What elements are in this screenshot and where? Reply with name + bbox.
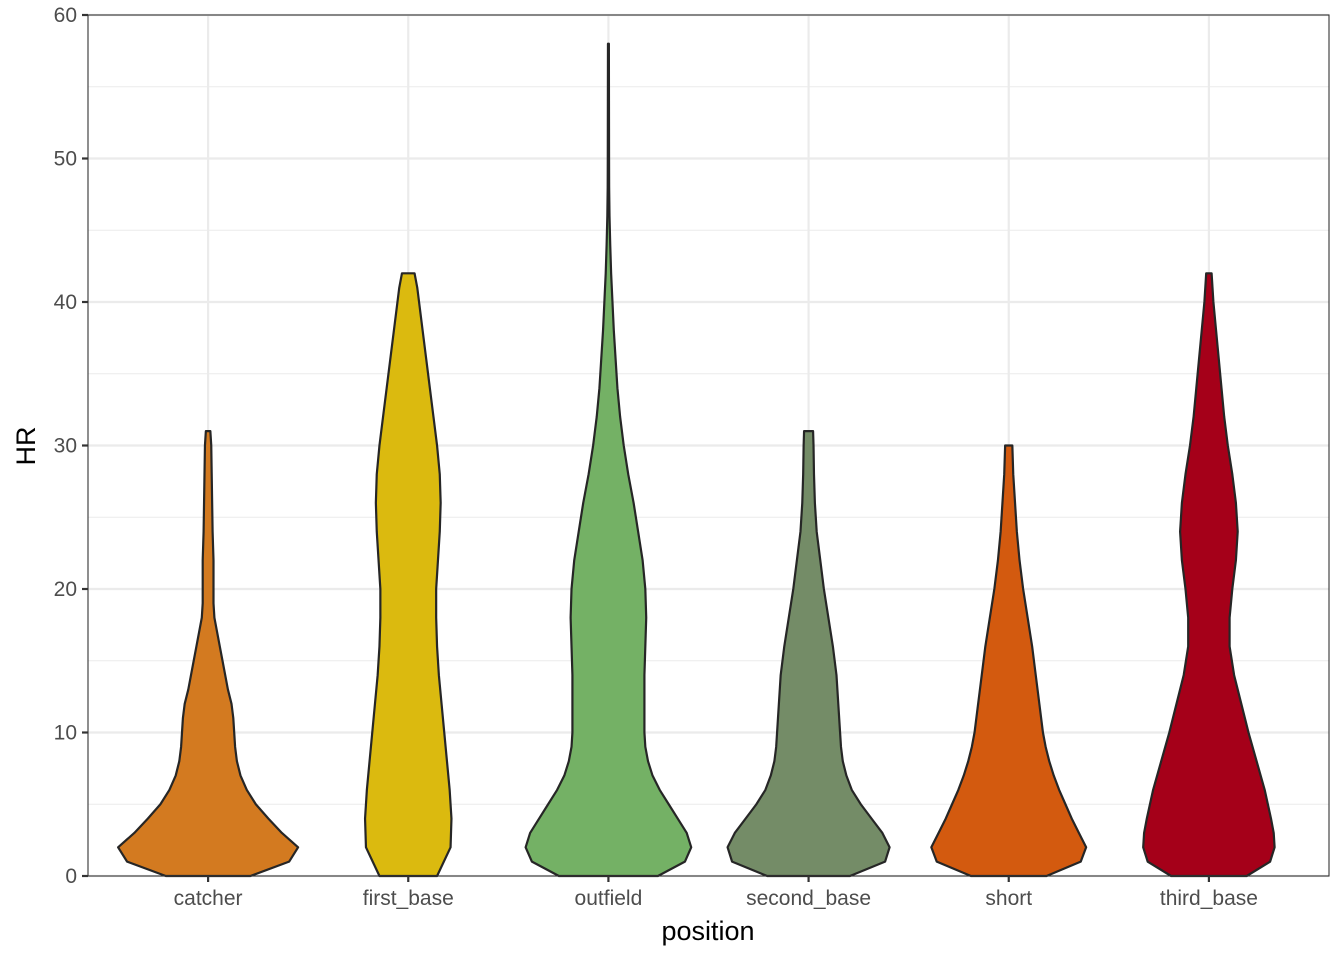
violin-second-base (726, 430, 891, 878)
x-tick-label: first_base (363, 887, 454, 910)
y-tick-label: 20 (54, 578, 77, 601)
x-tick-label: short (985, 887, 1032, 910)
y-axis: 0 10 20 30 40 50 60 (54, 4, 88, 888)
y-tick-label: 50 (54, 148, 77, 171)
x-tick-label: catcher (174, 887, 243, 910)
violin-short (930, 444, 1088, 878)
x-axis: catcher first_base outfield second_base shor… (174, 876, 1258, 910)
violin-third-base (1142, 272, 1276, 878)
y-tick-label: 40 (54, 291, 77, 314)
y-tick-label: 60 (54, 4, 77, 27)
x-tick-label: third_base (1160, 887, 1258, 910)
x-tick-label: second_base (746, 887, 871, 910)
x-axis-title: position (661, 916, 754, 946)
y-tick-label: 0 (65, 865, 77, 888)
violin-first-base (363, 272, 453, 878)
y-axis-title: HR (11, 427, 41, 466)
y-tick-label: 30 (54, 435, 77, 458)
x-tick-label: outfield (575, 887, 643, 910)
violins (117, 42, 1276, 878)
y-tick-label: 10 (54, 722, 77, 745)
violin-catcher (117, 430, 300, 878)
violin-outfield (524, 42, 693, 878)
